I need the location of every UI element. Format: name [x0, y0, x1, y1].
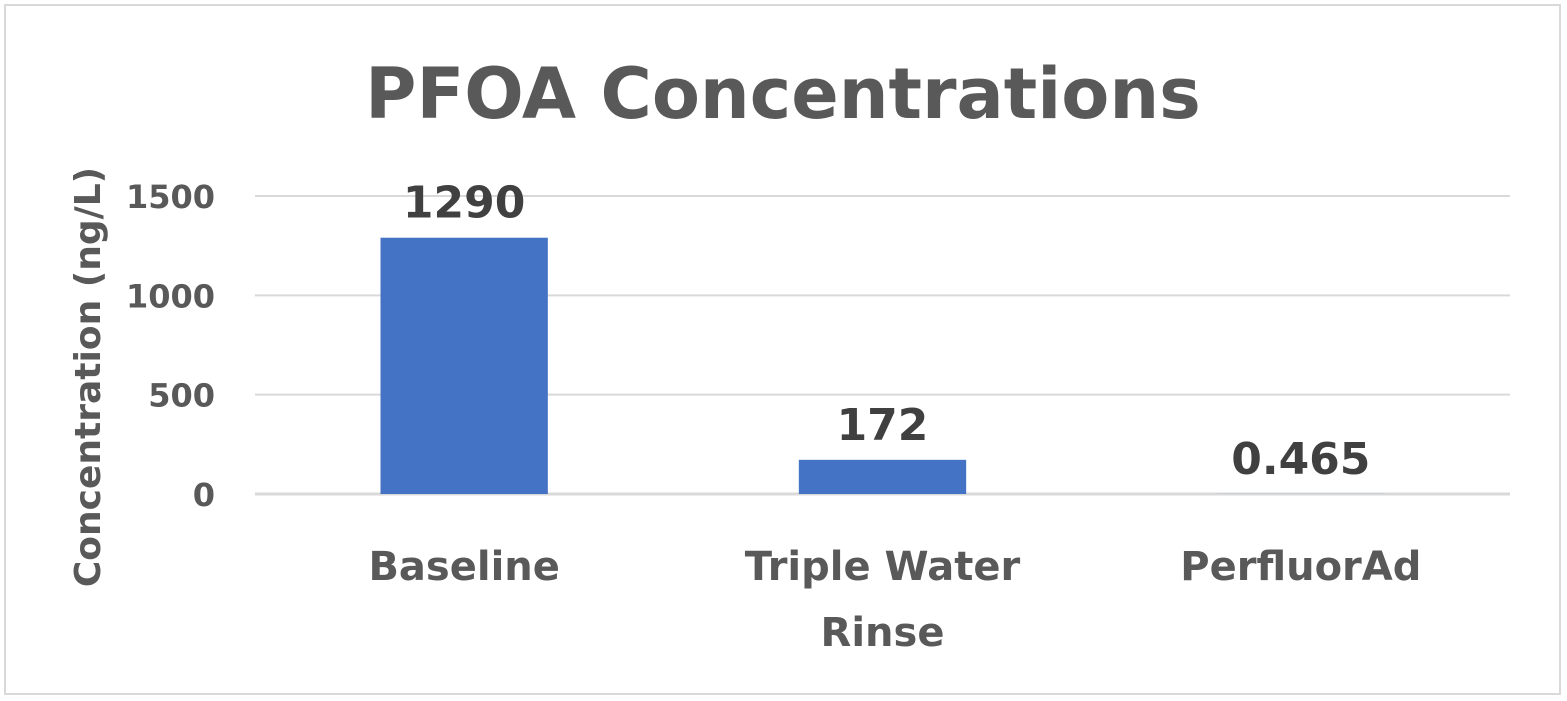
data-label: 172	[837, 400, 929, 451]
y-tick-label: 0	[193, 476, 215, 514]
y-axis-label: Concentration (ng/L)	[68, 167, 109, 587]
bar	[380, 237, 548, 494]
bars	[380, 237, 1385, 494]
category-label: PerfluorAd	[1180, 544, 1421, 590]
y-tick-label: 1000	[126, 277, 215, 315]
category-labels: Baseline Triple Water Rinse PerfluorAd	[368, 544, 1421, 656]
data-labels: 1290 172 0.465	[403, 178, 1370, 485]
category-label: Baseline	[368, 544, 559, 590]
category-label: Triple Water	[745, 544, 1021, 590]
data-label: 1290	[403, 178, 525, 229]
y-tick-label: 1500	[126, 178, 215, 216]
y-tick-labels: 0 500 1000 1500	[126, 178, 215, 514]
bar	[798, 459, 967, 494]
category-label: Rinse	[821, 610, 945, 656]
data-label: 0.465	[1231, 434, 1370, 485]
y-tick-label: 500	[148, 377, 215, 415]
chart-title: PFOA Concentrations	[365, 53, 1201, 135]
chart-frame	[4, 4, 1561, 695]
